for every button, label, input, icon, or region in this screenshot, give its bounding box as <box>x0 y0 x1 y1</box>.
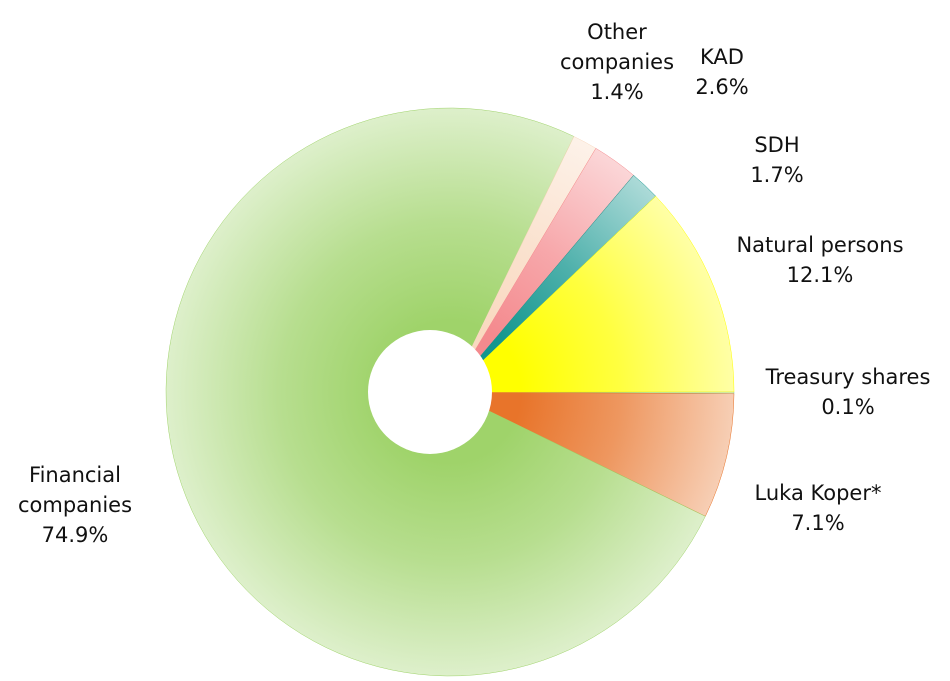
slice-name: KAD <box>700 45 744 69</box>
slice-value: 1.7% <box>750 163 804 187</box>
slice-name: Other companies <box>559 20 675 74</box>
slice-label: Luka Koper* 7.1% <box>755 478 882 538</box>
slice-name: Treasury shares <box>765 365 931 389</box>
slice-label: KAD 2.6% <box>695 42 748 102</box>
slice-value: 74.9% <box>41 523 109 547</box>
slice-value: 2.6% <box>695 75 749 99</box>
pie-slice <box>449 391 735 517</box>
donut-hole <box>368 330 492 454</box>
slice-label: Natural persons 12.1% <box>736 230 903 290</box>
slice-label: Financial companies 74.9% <box>10 460 140 550</box>
slice-name: Luka Koper* <box>754 481 882 505</box>
slice-value: 12.1% <box>786 263 854 287</box>
slice-value: 7.1% <box>791 511 845 535</box>
slice-label: SDH 1.7% <box>750 130 803 190</box>
slice-name: SDH <box>754 133 800 157</box>
slice-label: Treasury shares 0.1% <box>766 362 931 422</box>
slice-value: 0.1% <box>821 395 875 419</box>
slice-value: 1.4% <box>590 80 644 104</box>
slice-label: Other companies 1.4% <box>547 17 687 107</box>
slice-name: Natural persons <box>736 233 904 257</box>
slice-name: Financial companies <box>17 463 133 517</box>
pie-slice <box>449 195 735 393</box>
